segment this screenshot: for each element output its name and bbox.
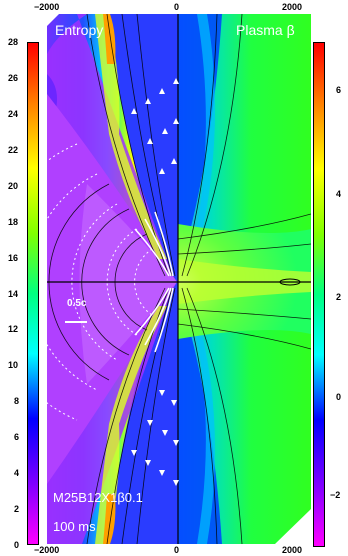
- velocity-scale-label: 0.5c: [67, 298, 87, 309]
- entropy-colorbar-tick: 18: [8, 216, 19, 227]
- entropy-colorbar-tick: 4: [14, 468, 20, 479]
- entropy-title: Entropy: [55, 22, 104, 38]
- entropy-colorbar-tick: 24: [8, 108, 19, 119]
- bottom-tick-center: 0: [174, 545, 180, 555]
- bottom-tick-left: −2000: [34, 545, 60, 555]
- plasma-beta-colorbar-tick: 2: [336, 292, 342, 302]
- plasma-beta-title: Plasma β: [236, 22, 295, 38]
- entropy-colorbar-tick: 20: [8, 180, 19, 191]
- entropy-colorbar-tick: 12: [8, 324, 19, 335]
- plasma-beta-colorbar-tick: 6: [336, 85, 342, 95]
- entropy-colorbar-tick: 0: [14, 540, 20, 550]
- simulation-image-svg: [47, 14, 311, 544]
- plasma-beta-colorbar: [313, 42, 325, 547]
- bottom-tick-right: 2000: [282, 545, 303, 555]
- top-tick-center: 0: [174, 2, 180, 12]
- entropy-colorbar-tick: 8: [14, 396, 20, 407]
- top-tick-right: 2000: [282, 2, 303, 12]
- simulation-image: Entropy Plasma β 0.5c M25B12X1β0.1 100 m…: [47, 14, 311, 544]
- model-name-label: M25B12X1β0.1: [53, 490, 143, 505]
- entropy-colorbar-tick: 26: [8, 72, 19, 83]
- plasma-beta-colorbar-tick: 4: [336, 189, 342, 199]
- plasma-beta-colorbar-tick: −2: [330, 490, 341, 500]
- entropy-colorbar-tick: 6: [14, 432, 20, 443]
- entropy-colorbar-tick: 2: [14, 504, 20, 515]
- entropy-colorbar-tick: 16: [8, 252, 19, 263]
- entropy-colorbar-tick: 28: [8, 37, 19, 47]
- top-tick-left: −2000: [34, 2, 60, 12]
- time-label: 100 ms: [53, 519, 96, 534]
- entropy-colorbar-tick: 10: [8, 360, 19, 371]
- plasma-beta-colorbar-tick: 0: [336, 392, 342, 402]
- entropy-colorbar-tick: 14: [8, 288, 19, 299]
- entropy-colorbar: [27, 42, 39, 545]
- entropy-colorbar-tick: 22: [8, 144, 19, 155]
